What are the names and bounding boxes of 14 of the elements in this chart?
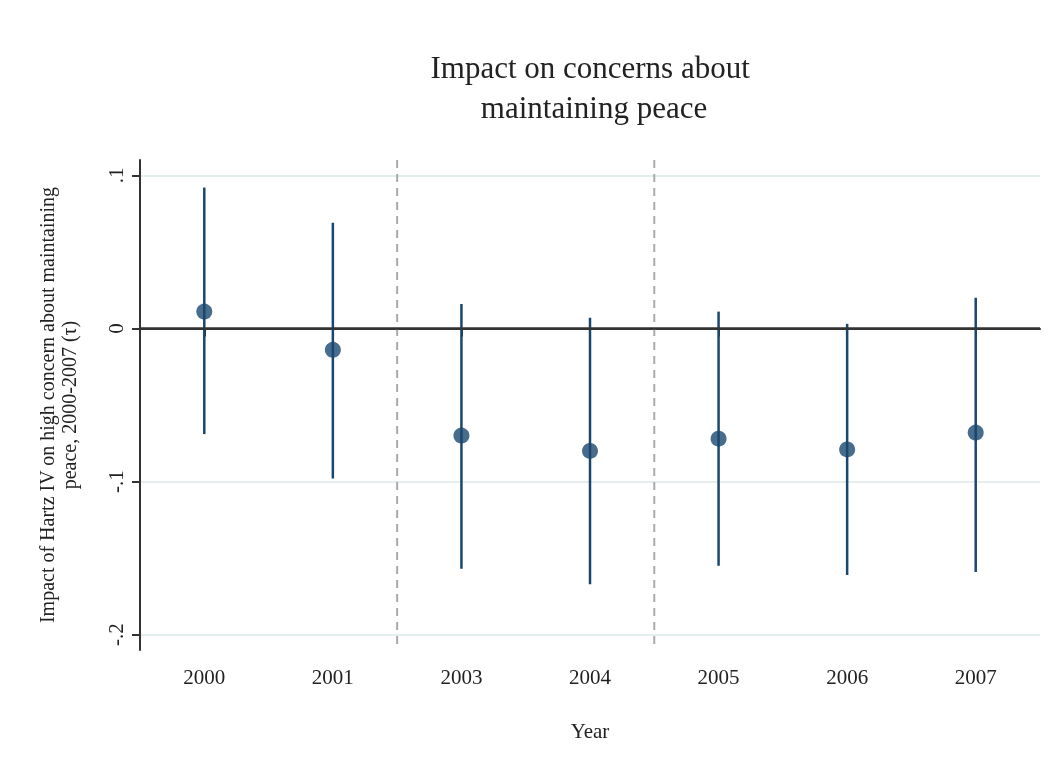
x-tick-label: 2000	[183, 664, 226, 689]
x-tick-label: 2004	[569, 664, 612, 689]
x-tick-label: 2007	[954, 664, 997, 689]
x-tick-label: 2005	[697, 664, 740, 689]
y-axis-title: Impact of Hartz IV on high concern about maintaining peace, 2000-2007 (τ)	[36, 186, 81, 624]
x-tick-label: 2006	[826, 664, 869, 689]
y-tick-label: 0	[103, 323, 128, 334]
x-tick-label: 2001	[311, 664, 354, 689]
y-tick-label: .1	[103, 167, 128, 184]
y-tick-label: -.1	[103, 470, 128, 493]
x-axis-title: Year	[570, 718, 610, 743]
x-tick-label: 2003	[440, 664, 483, 689]
y-tick-label: -.2	[103, 623, 128, 647]
chart-title: Impact on concerns about maintaining peace	[430, 49, 758, 125]
